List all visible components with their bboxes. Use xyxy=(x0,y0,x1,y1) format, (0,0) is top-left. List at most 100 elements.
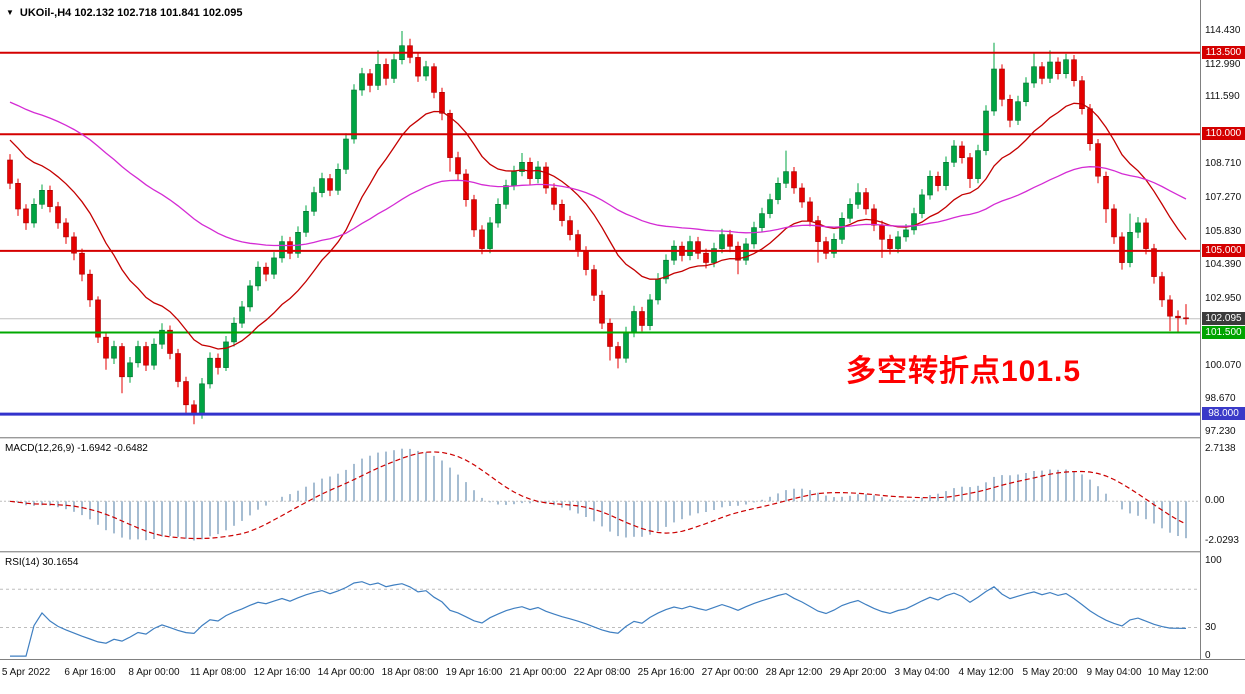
macd-panel[interactable] xyxy=(0,439,1200,551)
macd-canvas[interactable] xyxy=(0,439,1200,551)
candle xyxy=(63,218,69,244)
price-axis-label: 100.070 xyxy=(1205,359,1242,371)
candle xyxy=(207,352,213,389)
candle xyxy=(367,69,373,93)
candle xyxy=(551,183,557,211)
candle xyxy=(1159,271,1165,307)
candle xyxy=(983,105,989,156)
candle xyxy=(127,357,133,383)
candle xyxy=(799,183,805,208)
candle xyxy=(695,236,701,260)
candle xyxy=(1167,295,1173,332)
candle xyxy=(439,87,445,121)
candle xyxy=(823,236,829,260)
candle xyxy=(911,207,917,235)
time-axis-label: 25 Apr 16:00 xyxy=(637,667,695,678)
candle xyxy=(375,50,381,90)
candle xyxy=(607,318,613,361)
candle xyxy=(975,144,981,184)
candle xyxy=(303,205,309,237)
rsi-line xyxy=(10,581,1187,657)
candle xyxy=(95,296,101,343)
candle xyxy=(1183,304,1189,325)
candle xyxy=(767,193,773,219)
candle xyxy=(495,198,501,228)
candle xyxy=(399,31,405,65)
rsi-panel-resize-handle[interactable] xyxy=(0,551,1245,553)
candle xyxy=(271,252,277,279)
macd-panel-resize-handle[interactable] xyxy=(0,437,1245,439)
macd-signal-line xyxy=(9,451,1187,540)
candle xyxy=(1063,53,1069,79)
candle xyxy=(183,376,189,413)
candle xyxy=(1039,62,1045,85)
candle xyxy=(55,201,61,229)
candle xyxy=(895,231,901,254)
candle xyxy=(1111,204,1117,244)
candle xyxy=(39,184,45,209)
candle xyxy=(1103,171,1109,223)
price-badge-105.000: 105.000 xyxy=(1202,243,1245,257)
candle xyxy=(1015,95,1021,125)
candle xyxy=(991,42,997,116)
rsi-indicator-label: RSI(14) 30.1654 xyxy=(5,557,79,568)
main-chart-panel[interactable] xyxy=(0,0,1200,437)
candle xyxy=(215,353,221,375)
candle xyxy=(423,60,429,81)
time-axis-label: 8 Apr 00:00 xyxy=(128,667,180,678)
time-axis-label: 27 Apr 00:00 xyxy=(701,667,759,678)
candle xyxy=(503,179,509,209)
candle xyxy=(287,236,293,260)
candle xyxy=(591,264,597,301)
candle xyxy=(1135,217,1141,239)
candle xyxy=(191,400,197,425)
candle xyxy=(567,215,573,241)
candle xyxy=(999,64,1005,107)
candle xyxy=(663,254,669,284)
time-axis-label: 3 May 04:00 xyxy=(894,667,950,678)
price-badge-102.095: 102.095 xyxy=(1202,311,1245,325)
candle xyxy=(447,109,453,172)
candle xyxy=(863,188,869,215)
candle xyxy=(615,341,621,369)
candle xyxy=(639,306,645,332)
macd-axis-label: -2.0293 xyxy=(1205,534,1239,546)
price-axis-label: 104.390 xyxy=(1205,259,1242,271)
candle xyxy=(535,161,541,184)
candle xyxy=(871,204,877,232)
chart-info-text: UKOil-,H4 102.132 102.718 101.841 102.09… xyxy=(19,7,243,19)
price-axis-label: 102.950 xyxy=(1205,292,1242,304)
time-axis-label: 21 Apr 00:00 xyxy=(509,667,567,678)
symbol-dropdown-icon[interactable]: ▼ xyxy=(6,8,14,17)
time-axis-label: 19 Apr 16:00 xyxy=(445,667,503,678)
candle xyxy=(463,169,469,207)
candle xyxy=(519,153,525,177)
candle xyxy=(575,229,581,257)
rsi-canvas[interactable] xyxy=(0,553,1200,659)
price-axis-label: 107.270 xyxy=(1205,192,1242,203)
time-axis[interactable]: 5 Apr 2022 6 Apr 16:00 8 Apr 00:00 11 Apr 0… xyxy=(0,659,1245,694)
candle xyxy=(775,177,781,205)
rsi-panel[interactable] xyxy=(0,553,1200,659)
candle xyxy=(1143,218,1149,255)
main-chart-canvas[interactable] xyxy=(0,0,1200,437)
candle xyxy=(959,141,965,164)
time-axis-label: 18 Apr 08:00 xyxy=(381,667,439,678)
price-badge-98.000: 98.000 xyxy=(1202,407,1245,421)
candle xyxy=(927,170,933,200)
candle xyxy=(319,172,325,198)
candle xyxy=(943,156,949,191)
candle xyxy=(479,225,485,255)
annotation-text[interactable]: 多空转折点101.5 xyxy=(846,355,1082,388)
candle xyxy=(759,207,765,233)
candle xyxy=(847,198,853,223)
candle xyxy=(1047,50,1053,83)
price-axis[interactable]: 114.430 112.990 111.590 108.710 107.270 105.8… xyxy=(1200,0,1245,661)
candle xyxy=(407,38,413,64)
candle xyxy=(431,63,437,99)
time-axis-label: 10 May 12:00 xyxy=(1147,667,1209,678)
candle xyxy=(143,341,149,371)
price-axis-label: 105.830 xyxy=(1205,225,1242,237)
candle xyxy=(263,262,269,282)
candle xyxy=(671,240,677,265)
